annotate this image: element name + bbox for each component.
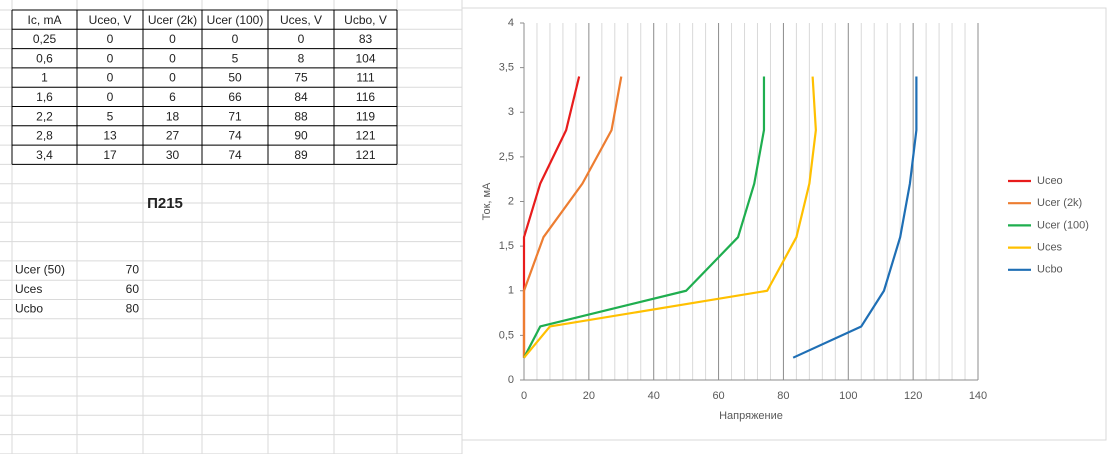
x-tick-label: 100 <box>839 390 857 402</box>
table-cell: 1,6 <box>36 90 53 104</box>
header-cell: Uceo, V <box>89 13 132 27</box>
legend-label: Ucer (100) <box>1037 219 1089 231</box>
header-cell: Ucbo, V <box>344 13 387 27</box>
table-cell: 8 <box>298 51 305 65</box>
y-tick-label: 3 <box>508 106 514 118</box>
table-cell: 0,25 <box>33 32 57 46</box>
x-tick-label: 140 <box>969 390 987 402</box>
extra-name: Uces <box>15 282 42 296</box>
table-cell: 5 <box>232 51 239 65</box>
x-tick-label: 120 <box>904 390 922 402</box>
header-cell: Ucer (2k) <box>148 13 197 27</box>
table-cell: 0 <box>107 90 114 104</box>
table-cell: 104 <box>355 51 375 65</box>
header-cell: Ucer (100) <box>207 13 264 27</box>
y-tick-label: 0 <box>508 374 514 386</box>
header-cell: Uces, V <box>280 13 322 27</box>
table-cell: 27 <box>166 129 180 143</box>
table-cell: 116 <box>356 90 375 104</box>
table-cell: 3,4 <box>36 148 53 162</box>
table-cell: 83 <box>359 32 373 46</box>
extra-name: Ucbo <box>15 301 43 315</box>
table-cell: 50 <box>228 71 242 85</box>
table-cell: 90 <box>294 129 308 143</box>
table-cell: 119 <box>356 109 375 123</box>
table-cell: 0 <box>169 51 176 65</box>
table-cell: 74 <box>228 129 242 143</box>
table-cell: 0 <box>298 32 305 46</box>
extra-value: 60 <box>126 282 140 296</box>
header-cell: Ic, mA <box>27 13 61 27</box>
y-tick-label: 1 <box>508 285 514 297</box>
table-cell: 5 <box>107 109 114 123</box>
table-cell: 75 <box>294 71 308 85</box>
table-cell: 121 <box>355 129 375 143</box>
table-cell: 74 <box>228 148 242 162</box>
x-axis-title: Напряжение <box>719 410 783 422</box>
table-cell: 0 <box>107 71 114 85</box>
table-cell: 30 <box>166 148 180 162</box>
extra-value: 80 <box>126 301 140 315</box>
legend-label: Uces <box>1037 242 1063 254</box>
table-cell: 111 <box>356 71 375 85</box>
table-cell: 0 <box>107 51 114 65</box>
legend-label: Ucbo <box>1037 264 1063 276</box>
extra-value: 70 <box>126 263 140 277</box>
y-tick-label: 0,5 <box>499 329 514 341</box>
x-tick-label: 40 <box>648 390 660 402</box>
table-cell: 18 <box>166 109 180 123</box>
series-line <box>522 76 623 358</box>
data-table: Ic, mA Uceo, V Ucer (2k) Ucer (100) Uces, V U… <box>11 9 398 315</box>
table-cell: 0 <box>169 71 176 85</box>
table-cell: 0,6 <box>36 51 53 65</box>
y-tick-label: 3,5 <box>499 62 514 74</box>
chart: 0 20 40 60 80 100 120 140 0 0,5 1 1,5 2 2,5 3 3,5 4 Напря… <box>481 17 1089 422</box>
y-axis-title: Ток, мА <box>481 182 493 220</box>
table-cell: 2,8 <box>36 129 53 143</box>
legend-label: Uceo <box>1037 175 1063 187</box>
x-tick-label: 60 <box>712 390 724 402</box>
extra-name: Ucer (50) <box>15 263 65 277</box>
y-tick-label: 2,5 <box>499 151 514 163</box>
chart-area <box>461 7 1107 441</box>
table-cell: 0 <box>107 32 114 46</box>
table-cell: 71 <box>228 109 242 123</box>
series-line <box>523 76 766 359</box>
table-cell: 89 <box>294 148 308 162</box>
table-cell: 17 <box>103 148 117 162</box>
table-cell: 66 <box>228 90 242 104</box>
legend-label: Ucer (2k) <box>1037 197 1082 209</box>
series-line <box>792 76 918 359</box>
x-tick-label: 80 <box>777 390 789 402</box>
sheet-label: П215 <box>147 195 183 212</box>
series-line <box>523 76 817 359</box>
table-cell: 0 <box>232 32 239 46</box>
table-cell: 13 <box>103 129 117 143</box>
y-tick-label: 4 <box>508 17 514 29</box>
y-tick-label: 1,5 <box>499 240 514 252</box>
x-tick-label: 0 <box>521 390 527 402</box>
table-cell: 6 <box>169 90 176 104</box>
table-cell: 1 <box>41 71 48 85</box>
table-cell: 88 <box>294 109 308 123</box>
table-cell: 2,2 <box>36 109 53 123</box>
table-cell: 121 <box>355 148 375 162</box>
table-cell: 0 <box>169 32 176 46</box>
table-cell: 84 <box>294 90 308 104</box>
y-tick-label: 2 <box>508 195 514 207</box>
x-tick-label: 20 <box>583 390 595 402</box>
